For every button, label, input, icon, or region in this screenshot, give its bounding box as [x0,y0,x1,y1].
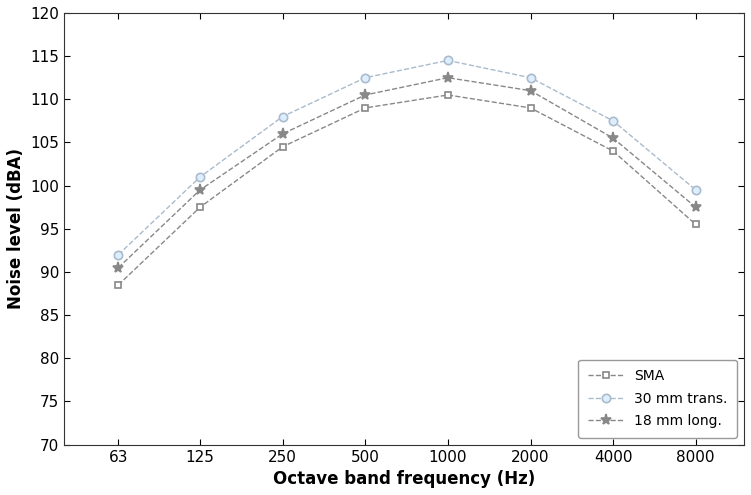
30 mm trans. [195,174,204,180]
30 mm trans. [526,75,535,81]
30 mm trans. [278,113,287,119]
SMA [278,144,287,150]
X-axis label: Octave band frequency (Hz): Octave band frequency (Hz) [273,470,535,488]
18 mm long. [360,92,369,98]
30 mm trans. [443,57,452,63]
18 mm long. [691,204,700,210]
SMA [114,282,123,288]
18 mm long. [278,131,287,137]
18 mm long. [114,265,123,271]
SMA [608,148,617,154]
30 mm trans. [608,118,617,124]
Y-axis label: Noise level (dBA): Noise level (dBA) [7,148,25,309]
SMA [360,105,369,111]
Line: 18 mm long.: 18 mm long. [113,72,701,273]
SMA [526,105,535,111]
Line: SMA: SMA [115,92,699,289]
SMA [443,92,452,98]
30 mm trans. [360,75,369,81]
Line: 30 mm trans.: 30 mm trans. [114,56,700,259]
SMA [691,221,700,227]
18 mm long. [195,187,204,193]
Legend: SMA, 30 mm trans., 18 mm long.: SMA, 30 mm trans., 18 mm long. [578,359,737,438]
30 mm trans. [691,187,700,193]
18 mm long. [526,88,535,94]
30 mm trans. [114,252,123,258]
18 mm long. [608,135,617,141]
18 mm long. [443,75,452,81]
SMA [195,204,204,210]
